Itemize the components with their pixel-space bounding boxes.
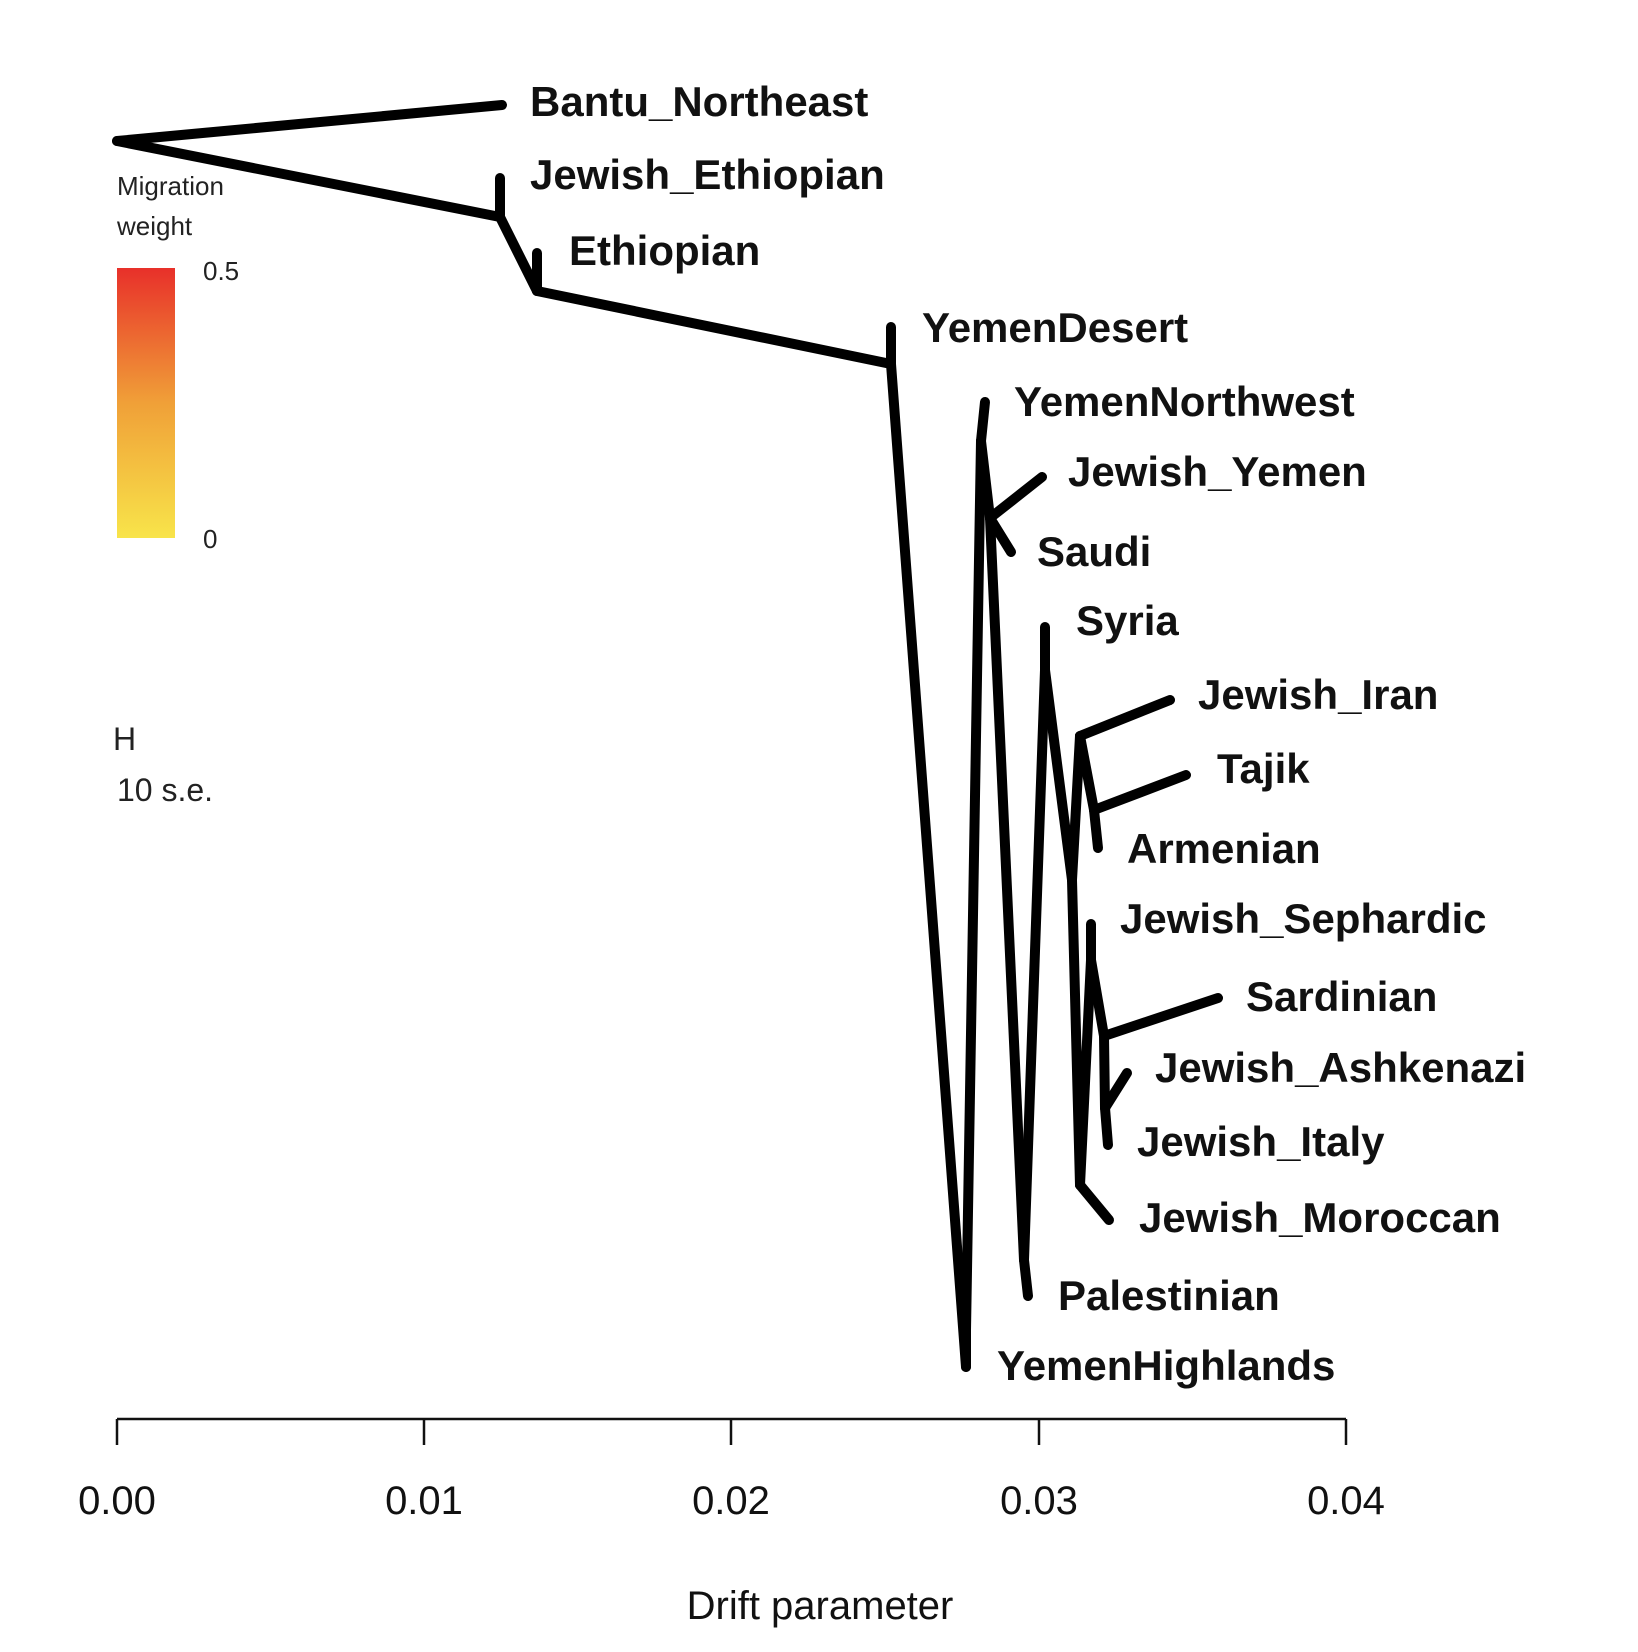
leaf-label-jewish-sephardic: Jewish_Sephardic (1120, 895, 1487, 942)
branch-bantu-northeast (112, 100, 507, 146)
leaf-label-armenian: Armenian (1127, 825, 1321, 872)
branch-to-syria-node (1019, 665, 1050, 1265)
branch-to-levant-node (1040, 665, 1077, 885)
x-axis-tick-label-1: 0.01 (385, 1479, 463, 1523)
leaf-label-ethiopian: Ethiopian (569, 227, 760, 274)
x-axis-tick-label-0: 0.00 (78, 1479, 156, 1523)
scale-bar-label: 10 s.e. (117, 772, 213, 808)
leaf-label-jewish-italy: Jewish_Italy (1137, 1118, 1385, 1165)
branch-yemennorthwest (976, 397, 990, 446)
leaf-label-tajik: Tajik (1217, 745, 1310, 792)
migration-weight-legend: Migration weight 0.5 0 (116, 171, 239, 554)
legend-title-line1: Migration (117, 171, 224, 201)
branch-to-tajik-node (1075, 731, 1099, 815)
scale-bar-glyph: H (113, 721, 136, 757)
branch-to-ethiopian-node (495, 212, 542, 296)
branch-to-sephardic-node (1075, 955, 1096, 1190)
tree-branches (112, 100, 1223, 1372)
leaf-label-jewish-yemen: Jewish_Yemen (1068, 448, 1367, 495)
leaf-label-jewish-moroccan: Jewish_Moroccan (1139, 1194, 1501, 1241)
branch-palestinian (1019, 1255, 1033, 1301)
legend-min-label: 0 (203, 524, 217, 554)
legend-title-line2: weight (116, 211, 193, 241)
x-axis: 0.00 0.01 0.02 0.03 0.04 Drift parameter (78, 1417, 1385, 1628)
leaf-label-jewish-ashkenazi: Jewish_Ashkenazi (1155, 1044, 1526, 1091)
x-axis-tick-label-2: 0.02 (692, 1479, 770, 1523)
standard-error-scale: H 10 s.e. (113, 721, 213, 808)
branch-to-yemenhighlands-node (886, 359, 971, 1372)
leaf-labels: Bantu_Northeast Jewish_Ethiopian Ethiopi… (530, 78, 1526, 1389)
leaf-label-saudi: Saudi (1037, 528, 1151, 575)
branch-root-to-ethiopian-node (112, 136, 505, 222)
branch-sardinian (1099, 993, 1223, 1041)
leaf-label-yemendesert: YemenDesert (922, 304, 1188, 351)
leaf-label-jewish-ethiopian: Jewish_Ethiopian (530, 151, 885, 198)
leaf-label-yemenhighlands: YemenHighlands (997, 1342, 1335, 1389)
branch-to-saudi-yemen-node (976, 436, 995, 523)
leaf-label-bantu-northeast: Bantu_Northeast (530, 78, 868, 125)
x-axis-tick-label-3: 0.03 (1000, 1479, 1078, 1523)
branch-jewish-yemen (985, 472, 1047, 523)
leaf-label-jewish-iran: Jewish_Iran (1198, 671, 1438, 718)
branch-jewish-iran (1075, 695, 1175, 741)
leaf-label-syria: Syria (1076, 597, 1179, 644)
branch-to-yemendesert-node (532, 286, 896, 369)
branch-to-sardinian-node (1086, 955, 1109, 1041)
leaf-label-yemennorthwest: YemenNorthwest (1014, 378, 1355, 425)
leaf-label-sardinian: Sardinian (1246, 973, 1437, 1020)
branch-to-caucasus-node (1067, 731, 1085, 885)
x-axis-tick-label-4: 0.04 (1307, 1479, 1385, 1523)
x-axis-title: Drift parameter (687, 1584, 954, 1628)
branch-jewish-moroccan (1075, 1180, 1114, 1225)
branch-tajik (1089, 770, 1191, 815)
branch-jewish-italy (1100, 1103, 1113, 1150)
legend-max-label: 0.5 (203, 256, 239, 286)
branch-to-ashkenazi-node (1099, 1031, 1110, 1113)
branch-to-palestinian-node (985, 513, 1029, 1265)
branch-jewish-ashkenazi (1100, 1068, 1132, 1113)
legend-color-gradient (117, 268, 175, 538)
leaf-label-palestinian: Palestinian (1058, 1272, 1280, 1319)
branch-armenian (1089, 805, 1103, 853)
branch-to-upper-clade-node (961, 436, 986, 1335)
